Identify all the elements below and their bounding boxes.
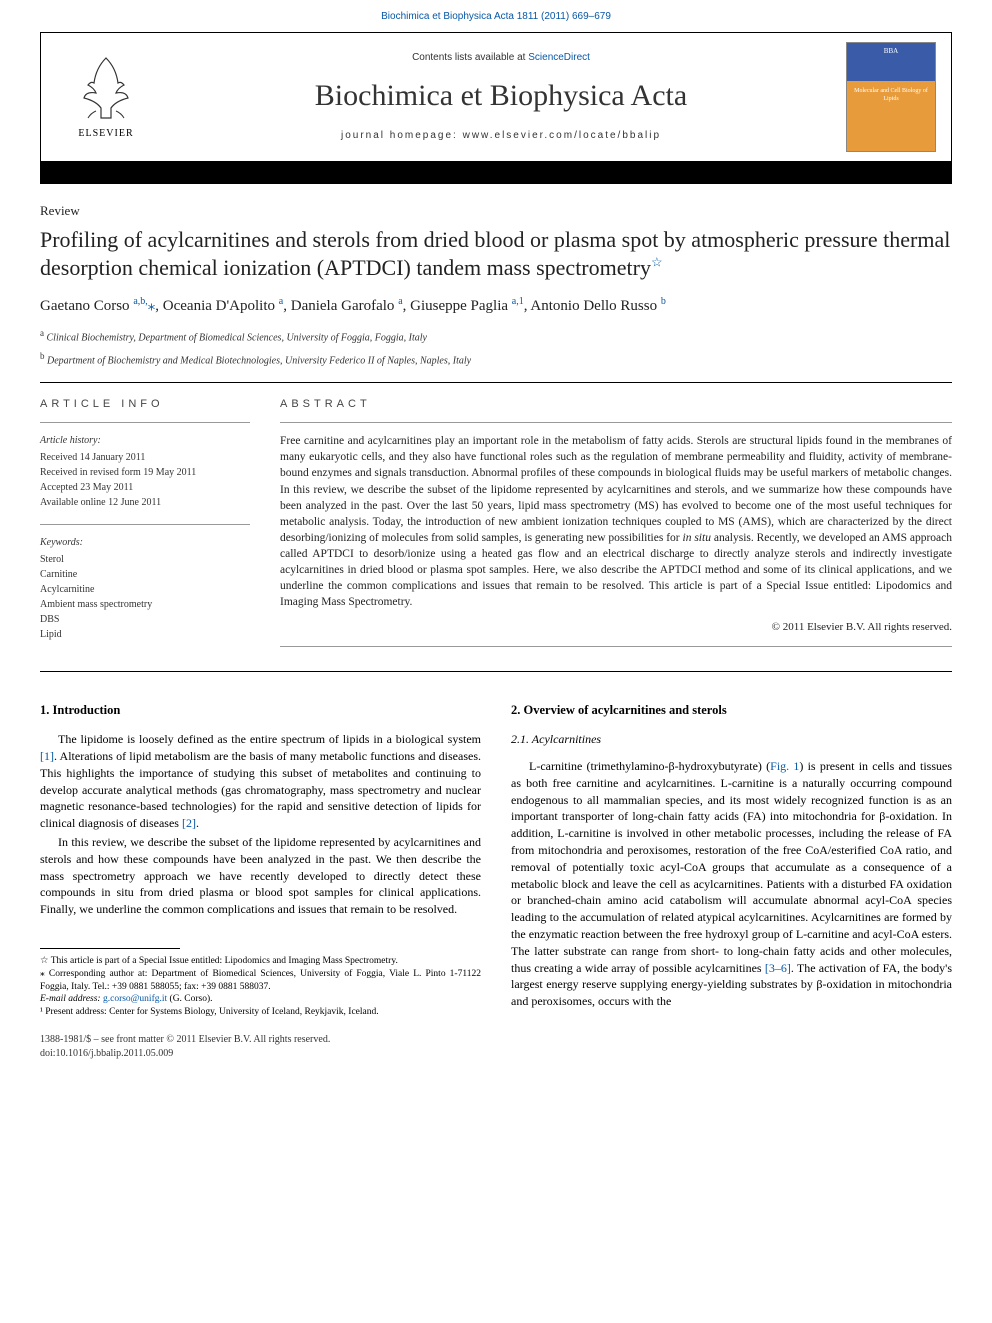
cover-subtitle: Molecular and Cell Biology of Lipids	[851, 87, 931, 104]
intro-paragraph-2: In this review, we describe the subset o…	[40, 834, 481, 918]
footnote-corresponding: ⁎ Corresponding author at: Department of…	[40, 968, 481, 994]
history-line: Received in revised form 19 May 2011	[40, 465, 250, 480]
history-line: Available online 12 June 2011	[40, 495, 250, 510]
elsevier-name: ELSEVIER	[78, 127, 133, 141]
doi-line: doi:10.1016/j.bbalip.2011.05.009	[40, 1047, 481, 1061]
info-divider	[40, 524, 250, 525]
affiliation: a Clinical Biochemistry, Department of B…	[40, 327, 952, 345]
journal-title: Biochimica et Biophysica Acta	[171, 75, 831, 117]
history-line: Received 14 January 2011	[40, 450, 250, 465]
left-column: 1. Introduction The lipidome is loosely …	[40, 702, 481, 1061]
journal-homepage: journal homepage: www.elsevier.com/locat…	[171, 129, 831, 143]
keyword: Lipid	[40, 627, 250, 642]
cover-acronym: BBA	[851, 47, 931, 57]
elsevier-logo: ELSEVIER	[56, 47, 156, 147]
footnote-present-address: ¹ Present address: Center for Systems Bi…	[40, 1006, 481, 1019]
header-center: Contents lists available at ScienceDirec…	[171, 51, 831, 143]
section-2-title: 2. Overview of acylcarnitines and sterol…	[511, 702, 952, 720]
footnote-email: E-mail address: g.corso@unifg.it (G. Cor…	[40, 993, 481, 1006]
footnotes-divider	[40, 948, 180, 949]
right-column: 2. Overview of acylcarnitines and sterol…	[511, 702, 952, 1061]
intro-paragraph-1: The lipidome is loosely defined as the e…	[40, 731, 481, 832]
article-info-heading: ARTICLE INFO	[40, 397, 250, 412]
abstract-text: Free carnitine and acylcarnitines play a…	[280, 433, 952, 610]
keyword: Acylcarnitine	[40, 582, 250, 597]
keyword: Carnitine	[40, 567, 250, 582]
history-line: Accepted 23 May 2011	[40, 480, 250, 495]
history-label: Article history:	[40, 433, 250, 448]
section-2-1-title: 2.1. Acylcarnitines	[511, 731, 952, 748]
body-columns: 1. Introduction The lipidome is loosely …	[40, 702, 952, 1061]
email-link[interactable]: g.corso@unifg.it	[103, 994, 167, 1004]
article-title: Profiling of acylcarnitines and sterols …	[40, 226, 952, 281]
abstract-heading: ABSTRACT	[280, 397, 952, 412]
article-info-column: ARTICLE INFO Article history: Received 1…	[40, 397, 250, 657]
article-history: Article history: Received 14 January 201…	[40, 433, 250, 510]
journal-header: ELSEVIER Contents lists available at Sci…	[40, 32, 952, 162]
title-footnote-star: ☆	[651, 254, 663, 269]
keyword: DBS	[40, 612, 250, 627]
contents-available: Contents lists available at ScienceDirec…	[171, 51, 831, 65]
abstract-copyright: © 2011 Elsevier B.V. All rights reserved…	[280, 620, 952, 635]
abstract-divider	[280, 422, 952, 423]
abstract-column: ABSTRACT Free carnitine and acylcarnitin…	[280, 397, 952, 657]
footnote-star: ☆ This article is part of a Special Issu…	[40, 955, 481, 968]
journal-cover-image: BBA Molecular and Cell Biology of Lipids	[846, 42, 936, 152]
keyword: Ambient mass spectrometry	[40, 597, 250, 612]
header-divider-bar	[40, 162, 952, 184]
article-type: Review	[40, 202, 952, 220]
affiliation: b Department of Biochemistry and Medical…	[40, 350, 952, 368]
section-divider	[40, 671, 952, 672]
sciencedirect-link[interactable]: ScienceDirect	[528, 52, 590, 63]
journal-citation: Biochimica et Biophysica Acta 1811 (2011…	[0, 0, 992, 32]
section-divider	[40, 382, 952, 383]
keywords-block: Keywords: SterolCarnitineAcylcarnitineAm…	[40, 535, 250, 642]
acyl-paragraph-1: L-carnitine (trimethylamino-β-hydroxybut…	[511, 758, 952, 1010]
info-divider	[40, 422, 250, 423]
keywords-label: Keywords:	[40, 535, 250, 550]
section-1-title: 1. Introduction	[40, 702, 481, 720]
author-list: Gaetano Corso a,b,⁎, Oceania D'Apolito a…	[40, 295, 952, 317]
elsevier-tree-icon	[76, 53, 136, 123]
issn-line: 1388-1981/$ – see front matter © 2011 El…	[40, 1033, 481, 1047]
abstract-divider-bottom	[280, 646, 952, 647]
keyword: Sterol	[40, 552, 250, 567]
